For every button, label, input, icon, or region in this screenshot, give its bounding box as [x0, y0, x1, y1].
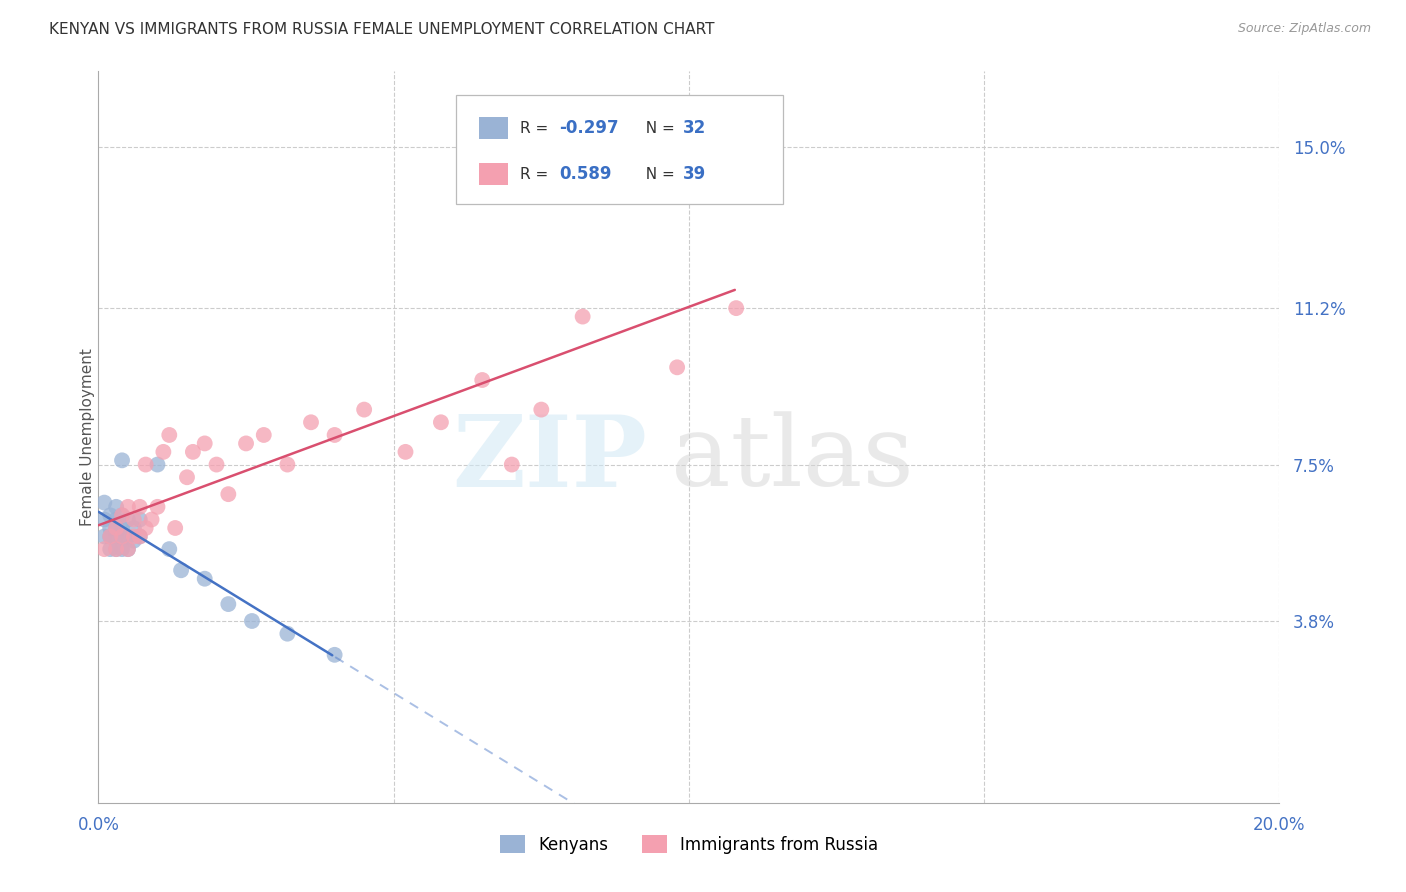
Point — [93, 512, 115, 526]
Legend: Kenyans, Immigrants from Russia: Kenyans, Immigrants from Russia — [494, 829, 884, 860]
Point — [205, 458, 228, 472]
Point — [105, 500, 128, 514]
Text: KENYAN VS IMMIGRANTS FROM RUSSIA FEMALE UNEMPLOYMENT CORRELATION CHART: KENYAN VS IMMIGRANTS FROM RUSSIA FEMALE … — [49, 22, 714, 37]
Point — [105, 542, 128, 557]
Point — [323, 648, 346, 662]
Point — [217, 487, 239, 501]
Point — [111, 453, 134, 467]
Text: N =: N = — [636, 120, 679, 136]
Point — [105, 521, 128, 535]
Point — [98, 508, 121, 523]
Text: R =: R = — [520, 120, 554, 136]
Point — [146, 458, 169, 472]
Point — [98, 529, 121, 543]
Point — [128, 529, 150, 543]
Point — [323, 428, 346, 442]
Point — [128, 529, 150, 543]
Point — [128, 512, 150, 526]
Point — [117, 529, 139, 543]
Point — [276, 458, 298, 472]
Text: atlas: atlas — [671, 411, 914, 507]
Point — [117, 542, 139, 557]
Point — [105, 529, 128, 543]
Point — [725, 301, 748, 315]
Point — [111, 521, 134, 535]
Point — [619, 169, 641, 184]
Point — [98, 521, 121, 535]
Point — [128, 500, 150, 514]
Text: R =: R = — [520, 167, 558, 182]
Point — [194, 436, 217, 450]
Text: -0.297: -0.297 — [560, 119, 619, 137]
Point — [98, 542, 121, 557]
Point — [93, 495, 115, 509]
Point — [105, 512, 128, 526]
Point — [111, 529, 134, 543]
Point — [111, 529, 134, 543]
Y-axis label: Female Unemployment: Female Unemployment — [80, 348, 94, 526]
Point — [157, 542, 180, 557]
Point — [122, 529, 145, 543]
Point — [111, 508, 134, 523]
Point — [430, 415, 453, 429]
Point — [93, 542, 115, 557]
Text: 39: 39 — [683, 165, 707, 183]
Point — [98, 529, 121, 543]
Text: Source: ZipAtlas.com: Source: ZipAtlas.com — [1237, 22, 1371, 36]
Point — [135, 458, 157, 472]
Point — [93, 529, 115, 543]
Point — [394, 445, 416, 459]
Point — [122, 512, 145, 526]
Point — [217, 597, 239, 611]
Text: ZIP: ZIP — [453, 410, 648, 508]
Point — [353, 402, 375, 417]
Point — [117, 512, 139, 526]
Point — [146, 500, 169, 514]
Point — [176, 470, 198, 484]
Point — [165, 521, 187, 535]
Text: N =: N = — [636, 167, 679, 182]
Point — [141, 512, 163, 526]
Point — [666, 360, 689, 375]
Point — [194, 572, 217, 586]
Point — [122, 521, 145, 535]
Point — [157, 428, 180, 442]
Point — [471, 373, 494, 387]
Text: 0.589: 0.589 — [560, 165, 612, 183]
Point — [276, 626, 298, 640]
Text: 32: 32 — [683, 119, 707, 137]
Point — [105, 542, 128, 557]
Point — [253, 428, 276, 442]
Point — [571, 310, 593, 324]
Point — [501, 458, 523, 472]
Point — [152, 445, 174, 459]
Point — [240, 614, 263, 628]
Point — [122, 533, 145, 548]
Point — [530, 402, 553, 417]
Point — [117, 500, 139, 514]
Point — [111, 508, 134, 523]
Point — [111, 542, 134, 557]
Point — [105, 521, 128, 535]
Point — [170, 563, 193, 577]
Point — [181, 445, 204, 459]
Point — [235, 436, 257, 450]
Point — [135, 521, 157, 535]
Point — [117, 542, 139, 557]
Point — [299, 415, 322, 429]
